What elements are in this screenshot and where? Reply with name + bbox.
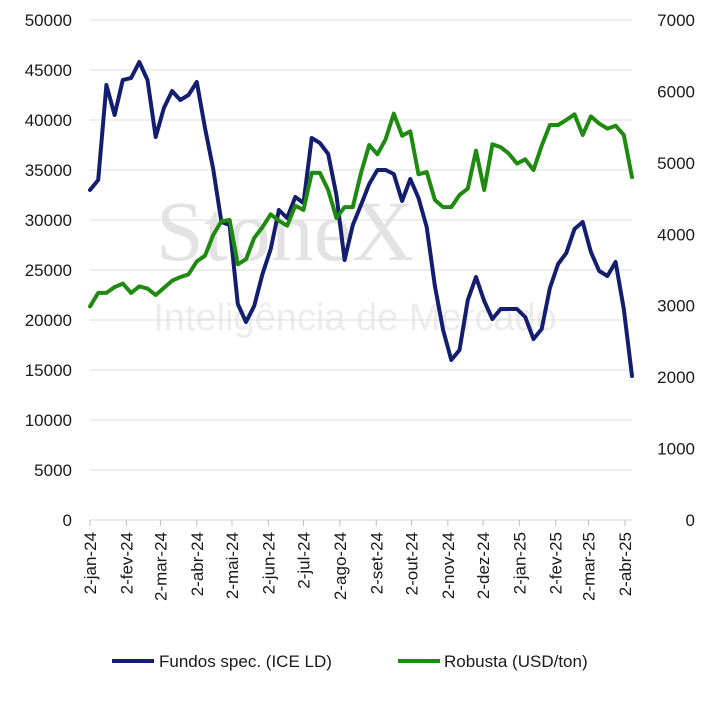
series-layer xyxy=(88,60,634,378)
y-right-tick-label: 0 xyxy=(686,511,695,530)
y-left-tick-label: 10000 xyxy=(25,411,72,430)
legend: Fundos spec. (ICE LD) Robusta (USD/ton) xyxy=(112,652,588,671)
x-tick-label: 2-jan-24 xyxy=(81,532,100,594)
x-tick-label: 2-jul-24 xyxy=(295,532,314,589)
x-tick-label: 2-jun-24 xyxy=(259,532,278,594)
y-right-tick-label: 2000 xyxy=(657,368,695,387)
x-tick-label: 2-out-24 xyxy=(402,532,421,595)
x-tick-label: 2-abr-25 xyxy=(616,532,635,596)
legend-label-fundos: Fundos spec. (ICE LD) xyxy=(159,652,332,671)
x-tick-label: 2-fev-24 xyxy=(117,532,136,594)
legend-label-robusta: Robusta (USD/ton) xyxy=(444,652,588,671)
x-tick-label: 2-mar-24 xyxy=(151,532,170,601)
y-right-tick-label: 3000 xyxy=(657,297,695,316)
x-tick-label: 2-dez-24 xyxy=(474,532,493,599)
y-left-tick-label: 25000 xyxy=(25,261,72,280)
y-axis-right: 0 1000 2000 3000 4000 5000 6000 7000 xyxy=(657,11,695,530)
watermark-tagline: Inteligência de Mercado xyxy=(153,297,556,339)
y-left-tick-label: 15000 xyxy=(25,361,72,380)
y-right-tick-label: 6000 xyxy=(657,82,695,101)
series-line-robusta xyxy=(88,111,634,309)
y-left-tick-label: 20000 xyxy=(25,311,72,330)
series-line-fundos xyxy=(88,60,634,378)
legend-item-fundos: Fundos spec. (ICE LD) xyxy=(112,652,332,671)
x-tick-label: 2-ago-24 xyxy=(331,532,350,600)
legend-item-robusta: Robusta (USD/ton) xyxy=(398,652,588,671)
watermark-brand: StoneX xyxy=(156,183,414,279)
y-left-tick-label: 45000 xyxy=(25,61,72,80)
y-right-tick-label: 1000 xyxy=(657,440,695,459)
x-axis: 2-jan-24 2-fev-24 2-mar-24 2-abr-24 2-mai-24… xyxy=(81,520,635,601)
x-tick-label: 2-mar-25 xyxy=(580,532,599,601)
x-tick-label: 2-set-24 xyxy=(367,532,386,594)
y-left-tick-label: 0 xyxy=(63,511,72,530)
y-left-tick-label: 5000 xyxy=(34,461,72,480)
x-tick-label: 2-jan-25 xyxy=(510,532,529,594)
y-axis-left: 0 5000 10000 15000 20000 25000 30000 35000 40000… xyxy=(25,11,72,530)
y-right-tick-label: 5000 xyxy=(657,154,695,173)
x-tick-label: 2-abr-24 xyxy=(188,532,207,596)
y-left-tick-label: 35000 xyxy=(25,161,72,180)
x-tick-label: 2-mai-24 xyxy=(223,532,242,599)
x-tick-label: 2-nov-24 xyxy=(439,532,458,599)
x-tick-label: 2-fev-25 xyxy=(547,532,566,594)
y-left-tick-label: 40000 xyxy=(25,111,72,130)
watermark: StoneX Inteligência de Mercado xyxy=(153,183,556,339)
y-right-tick-label: 4000 xyxy=(657,225,695,244)
y-right-tick-label: 7000 xyxy=(657,11,695,30)
y-left-tick-label: 50000 xyxy=(25,11,72,30)
y-left-tick-label: 30000 xyxy=(25,211,72,230)
